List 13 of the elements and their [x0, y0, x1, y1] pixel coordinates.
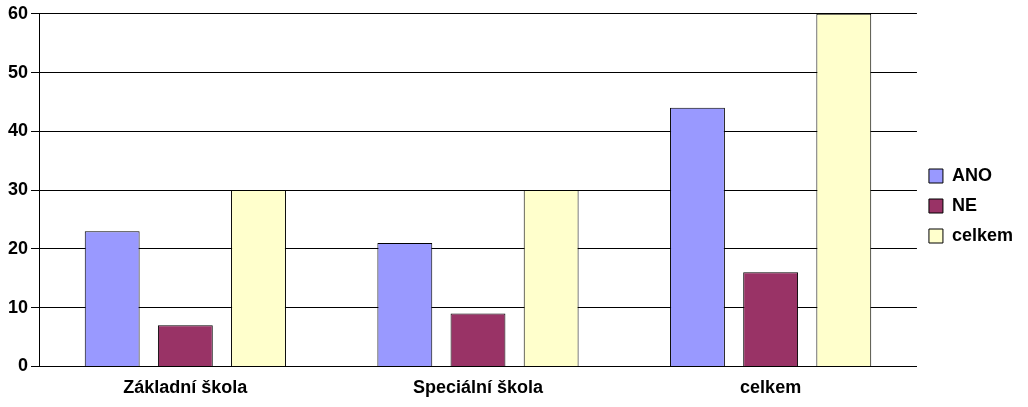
y-tick-label: 10: [7, 296, 29, 317]
y-tick-label: 40: [7, 120, 29, 141]
y-tick-label: 20: [7, 237, 29, 258]
y-tick-label: 50: [7, 61, 29, 82]
x-tick-label: Speciální škola: [412, 377, 544, 398]
legend-label: NE: [951, 194, 977, 215]
y-tick-label: 60: [7, 2, 29, 23]
legend-label: celkem: [951, 224, 1014, 245]
legend-label: ANO: [951, 164, 992, 185]
y-tick-label: 0: [18, 355, 29, 376]
x-tick-label: celkem: [740, 377, 802, 398]
x-tick-label: Základní škola: [123, 377, 249, 398]
y-tick-label: 30: [7, 179, 29, 200]
